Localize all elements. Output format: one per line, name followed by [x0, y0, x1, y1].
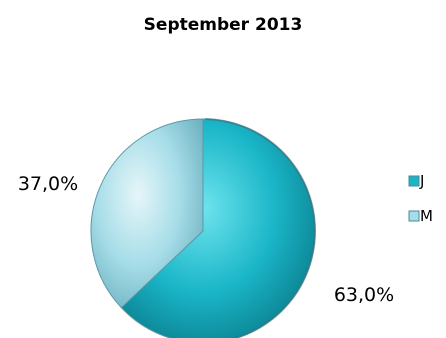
data-label-m: 37,0%	[18, 173, 78, 195]
pie-rim-shadow	[205, 118, 316, 338]
chart-title: September 2013	[144, 15, 303, 35]
data-label-j: 63,0%	[334, 284, 394, 306]
legend-item-m: M	[408, 207, 433, 225]
legend-item-j: J	[408, 172, 424, 190]
pie-data-labels: 63,0% 37,0%	[18, 173, 394, 306]
pie-slices	[90, 118, 316, 338]
legend: JM	[408, 172, 433, 225]
legend-label-j: J	[419, 172, 424, 190]
legend-label-m: M	[420, 207, 433, 225]
legend-swatch-m	[408, 210, 420, 222]
pie-slice-m	[90, 118, 204, 309]
legend-swatch-j	[408, 175, 420, 187]
